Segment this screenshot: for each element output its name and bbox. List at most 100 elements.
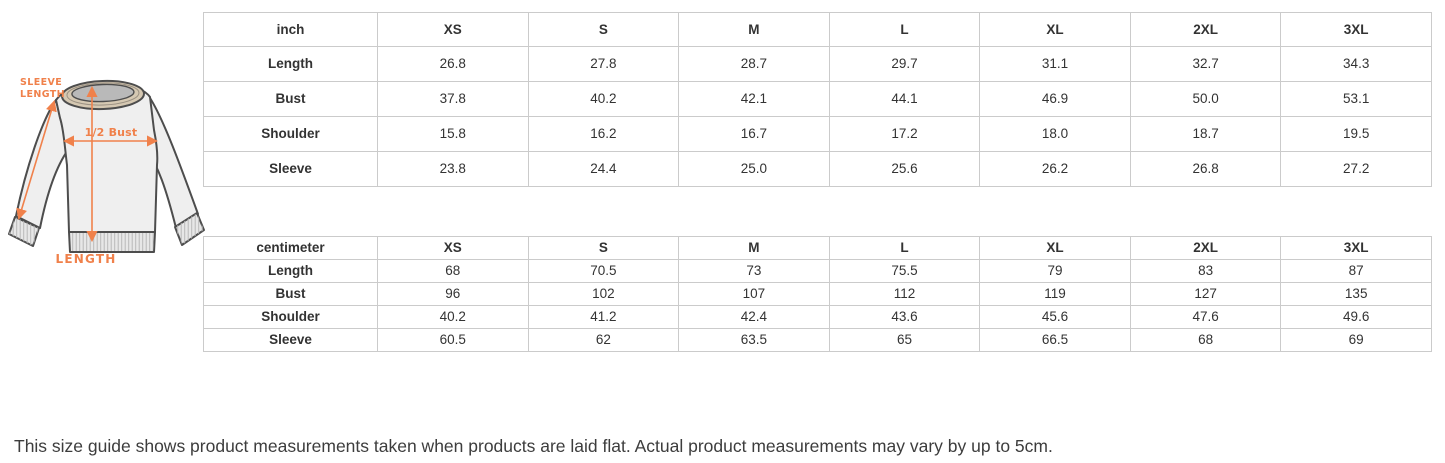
- measurement-row-label: Sleeve: [203, 328, 378, 352]
- measurement-row-label: Bust: [203, 282, 378, 306]
- size-column-header: 2XL: [1129, 236, 1282, 260]
- measurement-row-label: Sleeve: [203, 151, 378, 187]
- header-row: centimeter XS S M L XL 2XL 3XL: [203, 236, 1432, 260]
- measurement-value-cell: 27.8: [527, 46, 680, 82]
- measurement-value-cell: 47.6: [1129, 305, 1282, 329]
- measurement-row: Shoulder 15.8 16.2 16.7 17.2 18.0 18.7 19.5: [203, 116, 1432, 152]
- measurement-value-cell: 112: [828, 282, 981, 306]
- unit-header-cell: centimeter: [203, 236, 378, 260]
- measurement-value-cell: 66.5: [979, 328, 1131, 352]
- size-column-header: 3XL: [1280, 236, 1432, 260]
- measurement-value-cell: 63.5: [678, 328, 830, 352]
- size-column-header: XS: [377, 236, 529, 260]
- measurement-value-cell: 27.2: [1280, 151, 1432, 187]
- measurement-row-label: Shoulder: [203, 305, 378, 329]
- measurement-value-cell: 70.5: [527, 259, 680, 283]
- measurement-value-cell: 119: [979, 282, 1131, 306]
- size-column-header: 2XL: [1129, 12, 1282, 47]
- measurement-value-cell: 23.8: [377, 151, 529, 187]
- size-column-header: M: [678, 12, 830, 47]
- sleeve-length-arrow: [16, 99, 57, 221]
- measurement-row-label: Length: [203, 259, 378, 283]
- measurement-value-cell: 40.2: [377, 305, 529, 329]
- measurement-row-label: Shoulder: [203, 116, 378, 152]
- measurement-value-cell: 50.0: [1129, 81, 1282, 117]
- size-column-header: L: [828, 12, 981, 47]
- size-column-header: L: [828, 236, 981, 260]
- measurement-value-cell: 26.8: [377, 46, 529, 82]
- measurement-value-cell: 53.1: [1280, 81, 1432, 117]
- size-guide-note: This size guide shows product measuremen…: [14, 436, 1053, 456]
- measurement-value-cell: 18.7: [1129, 116, 1282, 152]
- sweatshirt-illustration: SLEEVE LENGTH 1/2 Bust LENGTH: [8, 77, 205, 266]
- measurement-value-cell: 42.4: [678, 305, 830, 329]
- size-column-header: XL: [979, 12, 1131, 47]
- measurement-value-cell: 42.1: [678, 81, 830, 117]
- header-row: inch XS S M L XL 2XL 3XL: [203, 12, 1432, 47]
- length-label: LENGTH: [56, 252, 117, 266]
- measurement-value-cell: 16.7: [678, 116, 830, 152]
- measurement-value-cell: 29.7: [828, 46, 981, 82]
- measurement-value-cell: 96: [377, 282, 529, 306]
- measurement-row: Length 68 70.5 73 75.5 79 83 87: [203, 259, 1432, 283]
- measurement-row: Bust 37.8 40.2 42.1 44.1 46.9 50.0 53.1: [203, 81, 1432, 117]
- measurement-value-cell: 28.7: [678, 46, 830, 82]
- measurement-value-cell: 25.0: [678, 151, 830, 187]
- measurement-value-cell: 16.2: [527, 116, 680, 152]
- measurement-value-cell: 24.4: [527, 151, 680, 187]
- measurement-value-cell: 79: [979, 259, 1131, 283]
- measurement-value-cell: 15.8: [377, 116, 529, 152]
- measurement-row: Bust 96 102 107 112 119 127 135: [203, 282, 1432, 306]
- measurement-row: Shoulder 40.2 41.2 42.4 43.6 45.6 47.6 49.6: [203, 305, 1432, 329]
- measurement-value-cell: 102: [527, 282, 680, 306]
- measurement-row-label: Bust: [203, 81, 378, 117]
- measurement-value-cell: 25.6: [828, 151, 981, 187]
- measurement-value-cell: 46.9: [979, 81, 1131, 117]
- measurement-value-cell: 18.0: [979, 116, 1131, 152]
- measurement-value-cell: 62: [527, 328, 680, 352]
- measurement-value-cell: 43.6: [828, 305, 981, 329]
- measurement-value-cell: 65: [828, 328, 981, 352]
- half-bust-label: 1/2 Bust: [85, 126, 138, 139]
- measurement-value-cell: 107: [678, 282, 830, 306]
- sleeve-length-label: SLEEVE LENGTH: [20, 77, 65, 100]
- measurement-value-cell: 26.2: [979, 151, 1131, 187]
- measurement-value-cell: 17.2: [828, 116, 981, 152]
- size-tables: inch XS S M L XL 2XL 3XL Length 26.8 27.8 28.7 29.7 3…: [203, 12, 1432, 352]
- measurement-row: Length 26.8 27.8 28.7 29.7 31.1 32.7 34.3: [203, 46, 1432, 82]
- size-column-header: S: [527, 12, 680, 47]
- measurement-value-cell: 44.1: [828, 81, 981, 117]
- measurement-value-cell: 19.5: [1280, 116, 1432, 152]
- measurement-value-cell: 40.2: [527, 81, 680, 117]
- measurement-value-cell: 75.5: [828, 259, 981, 283]
- measurement-value-cell: 31.1: [979, 46, 1131, 82]
- inch-size-table: inch XS S M L XL 2XL 3XL Length 26.8 27.8 28.7 29.7 3…: [203, 12, 1432, 187]
- centimeter-size-table: centimeter XS S M L XL 2XL 3XL Length 68 70.5 73 75.…: [203, 236, 1432, 352]
- measurement-value-cell: 34.3: [1280, 46, 1432, 82]
- measurement-value-cell: 87: [1280, 259, 1432, 283]
- measurement-value-cell: 69: [1280, 328, 1432, 352]
- unit-header-cell: inch: [203, 12, 378, 47]
- measurement-row: Sleeve 60.5 62 63.5 65 66.5 68 69: [203, 328, 1432, 352]
- measurement-value-cell: 68: [1129, 328, 1282, 352]
- measurement-row: Sleeve 23.8 24.4 25.0 25.6 26.2 26.8 27.2: [203, 151, 1432, 187]
- size-column-header: XL: [979, 236, 1131, 260]
- measurement-value-cell: 83: [1129, 259, 1282, 283]
- measurement-value-cell: 37.8: [377, 81, 529, 117]
- measurement-value-cell: 41.2: [527, 305, 680, 329]
- measurement-value-cell: 68: [377, 259, 529, 283]
- measurement-value-cell: 73: [678, 259, 830, 283]
- sweatshirt-body: [55, 84, 159, 253]
- size-column-header: 3XL: [1280, 12, 1432, 47]
- measurement-value-cell: 127: [1129, 282, 1282, 306]
- measurement-row-label: Length: [203, 46, 378, 82]
- measurement-value-cell: 49.6: [1280, 305, 1432, 329]
- measurement-value-cell: 26.8: [1129, 151, 1282, 187]
- size-column-header: M: [678, 236, 830, 260]
- measurement-value-cell: 135: [1280, 282, 1432, 306]
- size-column-header: XS: [377, 12, 529, 47]
- size-column-header: S: [527, 236, 680, 260]
- measurement-value-cell: 60.5: [377, 328, 529, 352]
- measurement-value-cell: 32.7: [1129, 46, 1282, 82]
